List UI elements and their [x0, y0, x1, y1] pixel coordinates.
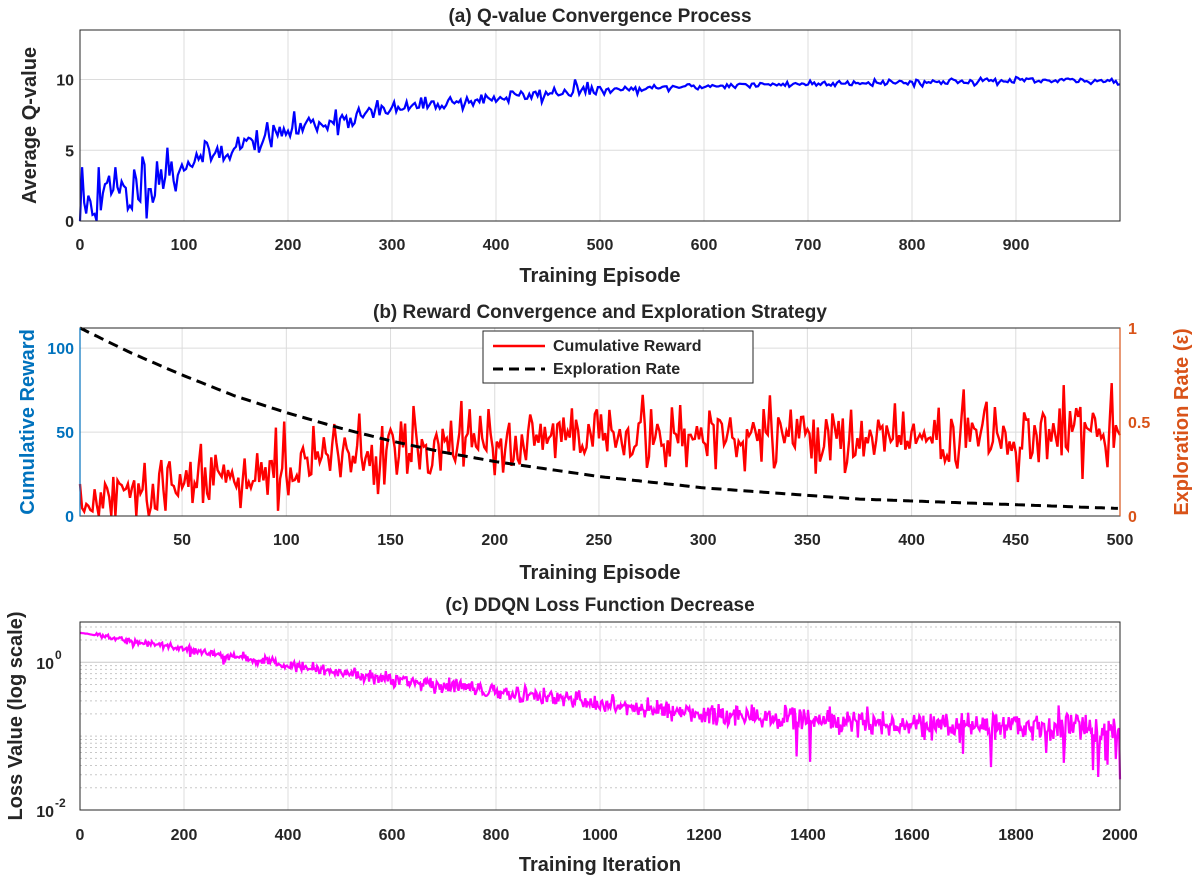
- y-tick-label: 10: [36, 656, 54, 673]
- legend-label-reward: Cumulative Reward: [553, 338, 701, 355]
- x-tick-label: 1400: [790, 827, 826, 844]
- series-exploration-rate-line: [79, 326, 1118, 510]
- x-tick-label: 450: [1002, 532, 1029, 549]
- chart-title: (c) DDQN Loss Function Decrease: [445, 595, 754, 616]
- x-tick-label: 800: [899, 237, 926, 254]
- x-tick-label: 1000: [582, 827, 618, 844]
- x-tick-label: 200: [481, 532, 508, 549]
- y-tick-label: 10: [36, 804, 54, 821]
- legend-label-exploration: Exploration Rate: [553, 361, 680, 378]
- y-tick-label: 0: [65, 214, 74, 231]
- x-tick-label: 150: [377, 532, 404, 549]
- x-axis-label: Training Iteration: [519, 854, 681, 876]
- series-loss-line: [79, 631, 1122, 780]
- y-axis-label: Cumulative Reward: [17, 329, 39, 515]
- x-tick-label: 700: [795, 237, 822, 254]
- x-tick-label: 400: [275, 827, 302, 844]
- y-right-tick-label: 0.5: [1128, 415, 1150, 432]
- x-tick-label: 900: [1003, 237, 1030, 254]
- y-axis-label-right: Exploration Rate (ε): [1171, 328, 1193, 515]
- x-tick-label: 500: [1107, 532, 1134, 549]
- y-tick-label: 100: [47, 341, 74, 358]
- x-axis-label: Training Episode: [519, 265, 680, 287]
- x-tick-label: 200: [171, 827, 198, 844]
- x-tick-label: 1800: [998, 827, 1034, 844]
- y-tick-label: 10: [56, 73, 74, 90]
- x-tick-label: 100: [171, 237, 198, 254]
- y-tick-label: 50: [56, 425, 74, 442]
- panel-a: 0 100 200 300 400 500 600 700 800 900 0 5 10 (a) Q-va…: [19, 6, 1121, 287]
- x-tick-label: 300: [690, 532, 717, 549]
- x-tick-label: 300: [379, 237, 406, 254]
- y-tick-label: 0: [65, 509, 74, 526]
- y-axis-label: Average Q-value: [19, 47, 41, 204]
- x-tick-label: 400: [483, 237, 510, 254]
- y-axis-label: Loss Value (log scale): [5, 612, 27, 821]
- y-right-tick-label: 1: [1128, 321, 1137, 338]
- x-tick-label: 350: [794, 532, 821, 549]
- x-tick-label: 800: [483, 827, 510, 844]
- x-tick-label: 1600: [894, 827, 930, 844]
- legend-box: [482, 330, 754, 384]
- x-tick-label: 600: [379, 827, 406, 844]
- y-right-tick-label: 0: [1128, 509, 1137, 526]
- legend: Cumulative Reward Exploration Rate: [482, 330, 754, 384]
- chart-title: (a) Q-value Convergence Process: [448, 6, 751, 27]
- x-tick-label: 50: [173, 532, 191, 549]
- chart-title: (b) Reward Convergence and Exploration S…: [373, 302, 827, 323]
- y-tick-label: 5: [65, 143, 74, 160]
- series-q-value-line: [78, 75, 1121, 222]
- x-tick-label: 500: [587, 237, 614, 254]
- x-tick-label: 1200: [686, 827, 722, 844]
- x-tick-label: 400: [898, 532, 925, 549]
- panel-b: 50 100 150 200 250 300 350 400 450 500 0 50 100 0 0.5 1…: [17, 302, 1193, 584]
- panel-c: 0 200 400 600 800 1000 1200 1400 1600 1800 200010-…: [5, 595, 1138, 876]
- series-cumulative-reward-line: [78, 383, 1122, 517]
- y-tick-exponent: 0: [55, 648, 62, 662]
- x-tick-label: 0: [76, 827, 85, 844]
- x-axis-label: Training Episode: [519, 562, 680, 584]
- x-tick-label: 100: [273, 532, 300, 549]
- axes-box: [79, 29, 1121, 222]
- x-tick-label: 250: [586, 532, 613, 549]
- axes-box: [79, 621, 1121, 811]
- x-tick-label: 200: [275, 237, 302, 254]
- y-tick-exponent: -2: [55, 796, 66, 810]
- x-tick-label: 600: [691, 237, 718, 254]
- x-tick-label: 2000: [1102, 827, 1138, 844]
- x-tick-label: 0: [76, 237, 85, 254]
